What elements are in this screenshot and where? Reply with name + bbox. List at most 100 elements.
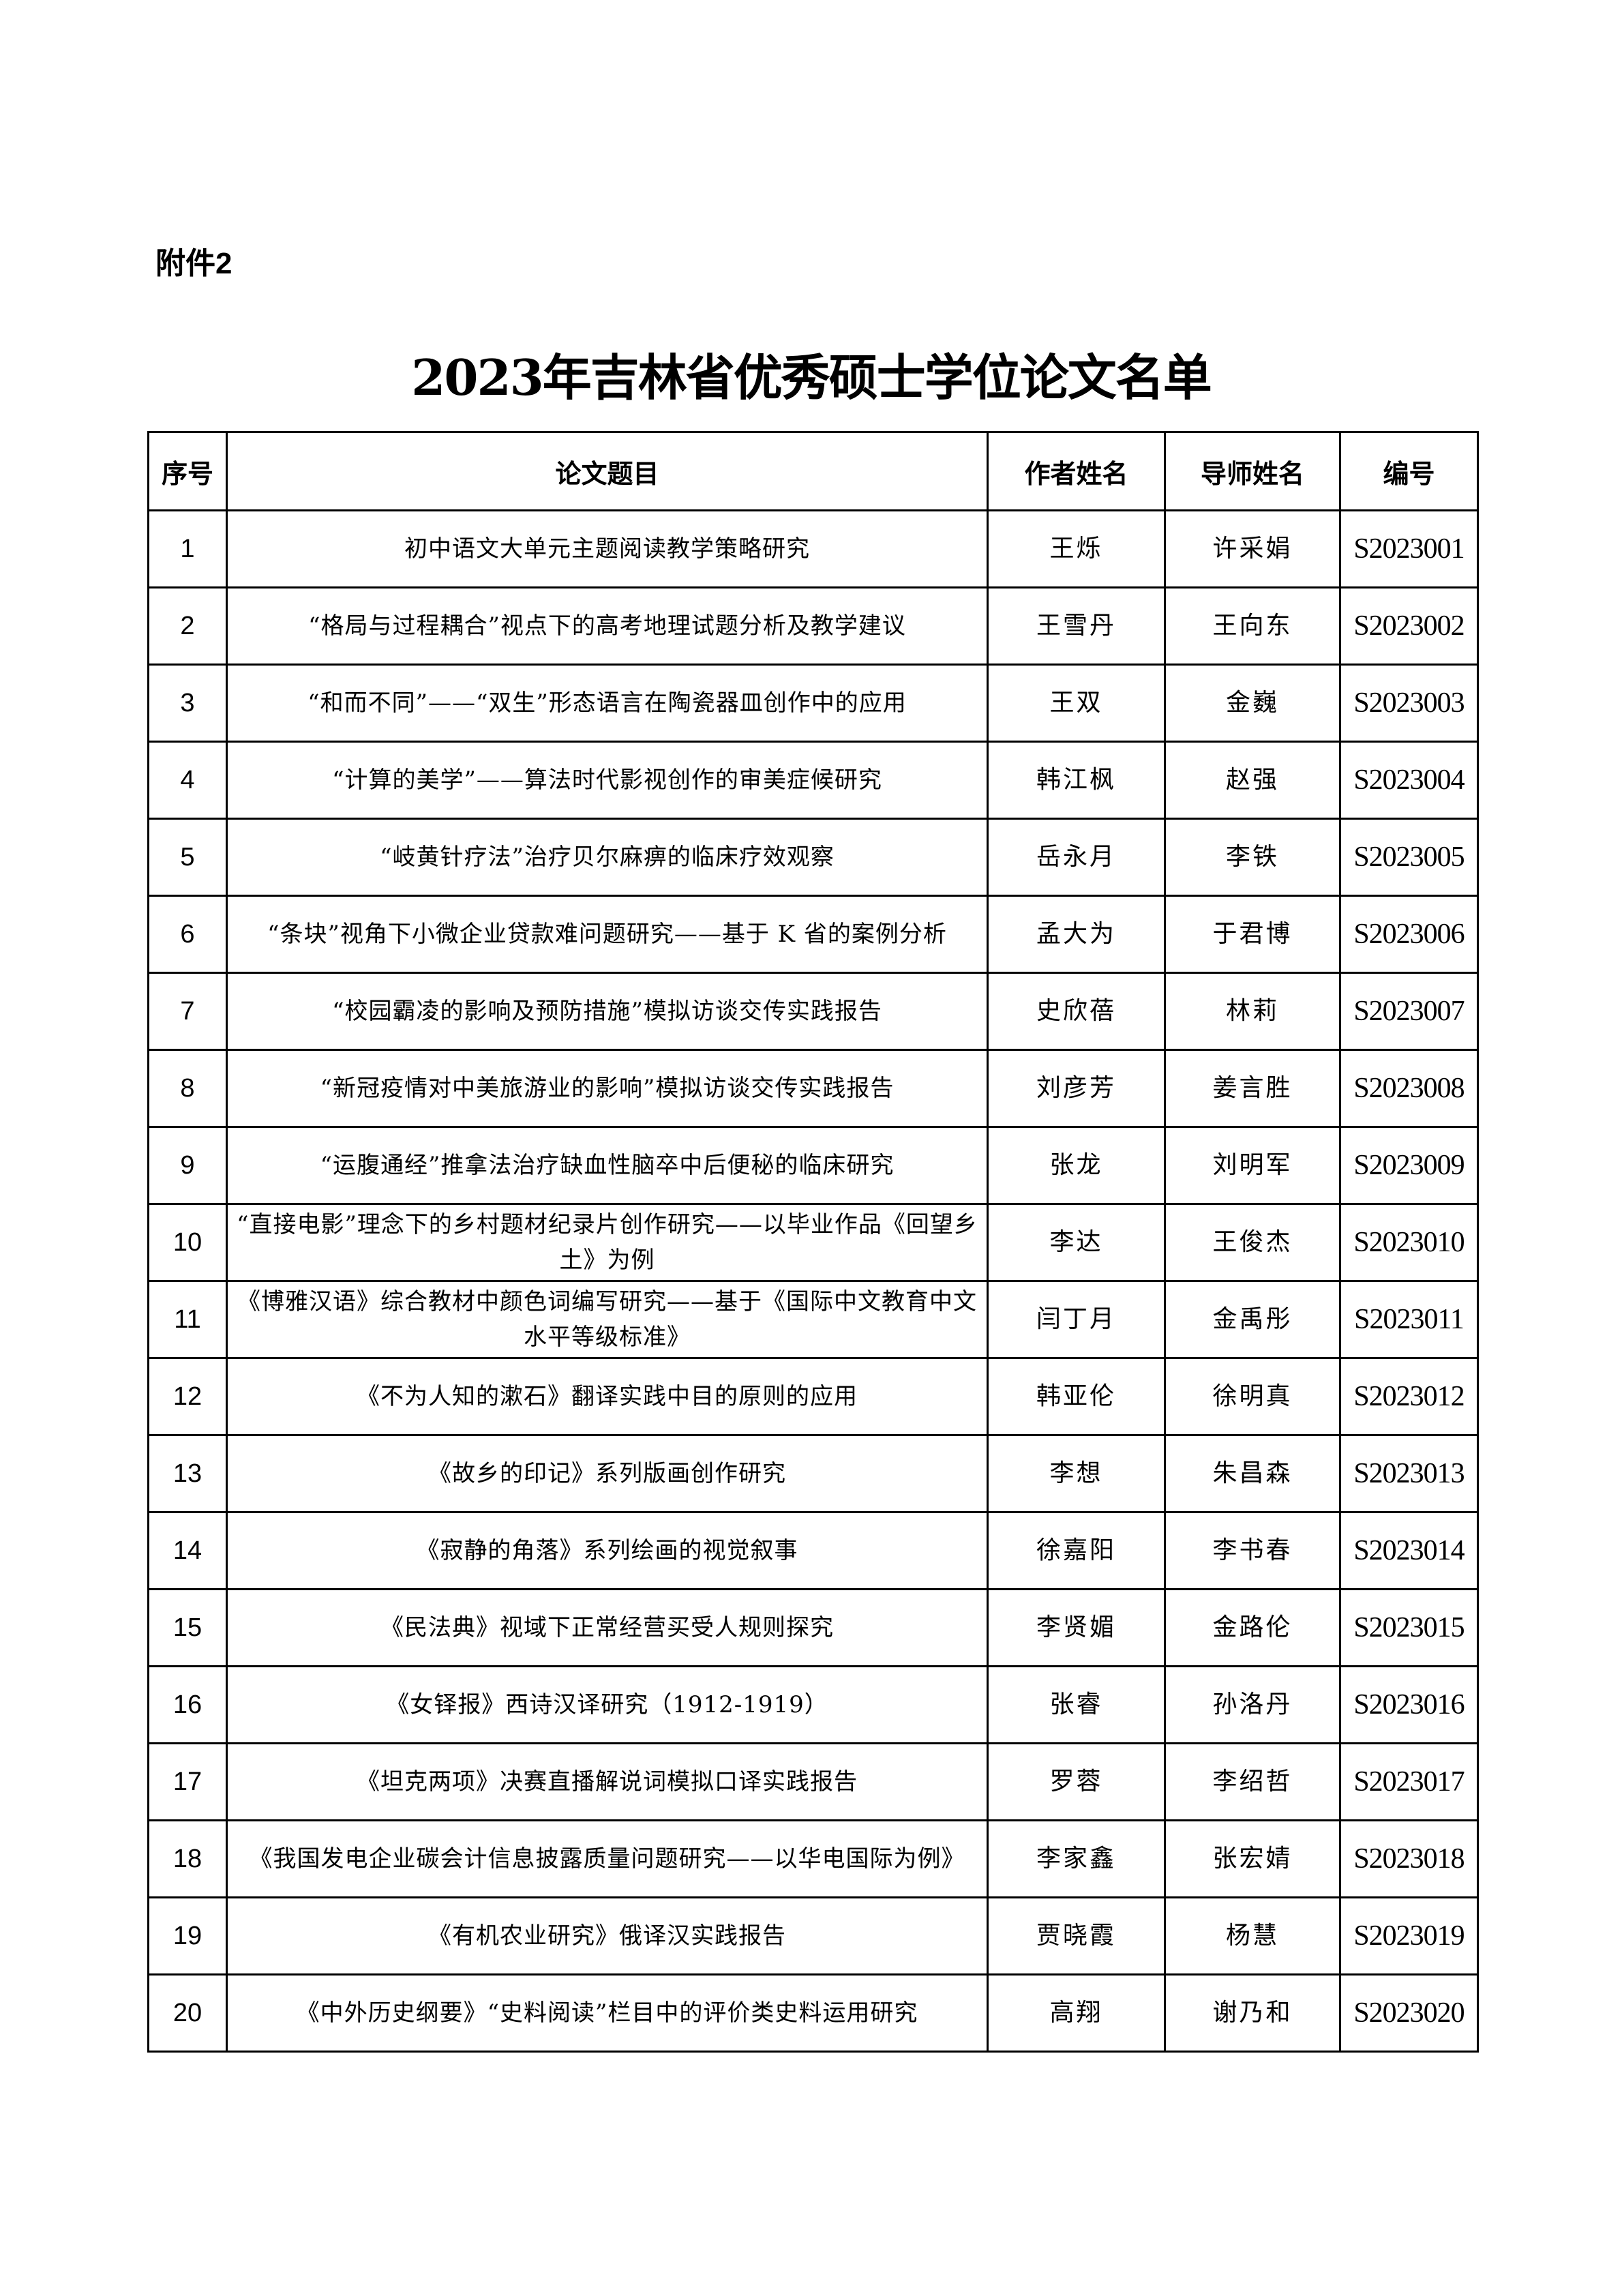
author-name: 张睿: [987, 1665, 1166, 1744]
row-number: 13: [147, 1434, 228, 1513]
table-row: 7 “校园霸凌的影响及预防措施”模拟访谈交传实践报告 史欣蓓 林莉 S2023007: [147, 972, 1479, 1051]
row-number: 2: [147, 586, 228, 666]
header-thesis-title: 论文题目: [226, 431, 989, 511]
page-title: 2023年吉林省优秀硕士学位论文名单: [411, 348, 1212, 406]
thesis-title: 《中外历史纲要》“史料阅读”栏目中的评价类史料运用研究: [226, 1973, 989, 2053]
author-name: 张龙: [987, 1126, 1166, 1205]
thesis-title: 《博雅汉语》综合教材中颜色词编写研究——基于《国际中文教育中文水平等级标准》: [226, 1280, 989, 1359]
table-row: 14 《寂静的角落》系列绘画的视觉叙事 徐嘉阳 李书春 S2023014: [147, 1511, 1479, 1590]
table-row: 8 “新冠疫情对中美旅游业的影响”模拟访谈交传实践报告 刘彦芳 姜言胜 S2023008: [147, 1049, 1479, 1128]
row-number: 18: [147, 1819, 228, 1898]
table-row: 17 《坦克两项》决赛直播解说词模拟口译实践报告 罗蓉 李绍哲 S2023017: [147, 1742, 1479, 1821]
advisor-name: 徐明真: [1164, 1357, 1341, 1436]
thesis-title: “岐黄针疗法”治疗贝尔麻痹的临床疗效观察: [226, 818, 989, 897]
row-number: 11: [147, 1280, 228, 1359]
row-number: 19: [147, 1896, 228, 1976]
row-number: 10: [147, 1203, 228, 1282]
row-number: 5: [147, 818, 228, 897]
advisor-name: 杨慧: [1164, 1896, 1341, 1976]
attachment-label: 附件2: [155, 247, 232, 280]
row-number: 9: [147, 1126, 228, 1205]
row-number: 6: [147, 895, 228, 974]
advisor-name: 李铁: [1164, 818, 1341, 897]
row-number: 3: [147, 664, 228, 743]
row-number: 1: [147, 509, 228, 588]
author-name: 韩亚伦: [987, 1357, 1166, 1436]
row-number: 8: [147, 1049, 228, 1128]
thesis-title: “格局与过程耦合”视点下的高考地理试题分析及教学建议: [226, 586, 989, 666]
author-name: 王雪丹: [987, 586, 1166, 666]
thesis-title: “条块”视角下小微企业贷款难问题研究——基于 K 省的案例分析: [226, 895, 989, 974]
advisor-name: 王俊杰: [1164, 1203, 1341, 1282]
advisor-name: 赵强: [1164, 741, 1341, 820]
table-row: 9 “运腹通经”推拿法治疗缺血性脑卒中后便秘的临床研究 张龙 刘明军 S2023009: [147, 1126, 1479, 1205]
thesis-code: S2023017: [1339, 1742, 1479, 1821]
advisor-name: 许采娟: [1164, 509, 1341, 588]
thesis-title: “运腹通经”推拿法治疗缺血性脑卒中后便秘的临床研究: [226, 1126, 989, 1205]
thesis-code: S2023010: [1339, 1203, 1479, 1282]
header-code: 编号: [1339, 431, 1479, 511]
advisor-name: 金禹彤: [1164, 1280, 1341, 1359]
author-name: 李贤媚: [987, 1588, 1166, 1667]
advisor-name: 金巍: [1164, 664, 1341, 743]
thesis-title: “和而不同”——“双生”形态语言在陶瓷器皿创作中的应用: [226, 664, 989, 743]
advisor-name: 李书春: [1164, 1511, 1341, 1590]
thesis-title: 《我国发电企业碳会计信息披露质量问题研究——以华电国际为例》: [226, 1819, 989, 1898]
row-number: 14: [147, 1511, 228, 1590]
row-number: 16: [147, 1665, 228, 1744]
author-name: 岳永月: [987, 818, 1166, 897]
thesis-code: S2023008: [1339, 1049, 1479, 1128]
thesis-code: S2023015: [1339, 1588, 1479, 1667]
thesis-title: 《女铎报》西诗汉译研究（1912-1919）: [226, 1665, 989, 1744]
thesis-title: 初中语文大单元主题阅读教学策略研究: [226, 509, 989, 588]
thesis-code: S2023019: [1339, 1896, 1479, 1976]
table-row: 2 “格局与过程耦合”视点下的高考地理试题分析及教学建议 王雪丹 王向东 S202300…: [147, 586, 1479, 666]
table-header-row: 序号 论文题目 作者姓名 导师姓名 编号: [147, 431, 1479, 511]
advisor-name: 金路伦: [1164, 1588, 1341, 1667]
author-name: 史欣蓓: [987, 972, 1166, 1051]
table-row: 10 “直接电影”理念下的乡村题材纪录片创作研究——以毕业作品《回望乡土》为例 李达…: [147, 1203, 1479, 1282]
thesis-title: 《坦克两项》决赛直播解说词模拟口译实践报告: [226, 1742, 989, 1821]
thesis-code: S2023016: [1339, 1665, 1479, 1744]
author-name: 孟大为: [987, 895, 1166, 974]
thesis-title: 《故乡的印记》系列版画创作研究: [226, 1434, 989, 1513]
table-row: 12 《不为人知的漱石》翻译实践中目的原则的应用 韩亚伦 徐明真 S2023012: [147, 1357, 1479, 1436]
author-name: 徐嘉阳: [987, 1511, 1166, 1590]
thesis-code: S2023002: [1339, 586, 1479, 666]
thesis-code: S2023011: [1339, 1280, 1479, 1359]
advisor-name: 孙洛丹: [1164, 1665, 1341, 1744]
table-row: 18 《我国发电企业碳会计信息披露质量问题研究——以华电国际为例》 李家鑫 张宏婧 S2…: [147, 1819, 1479, 1898]
thesis-code: S2023014: [1339, 1511, 1479, 1590]
advisor-name: 林莉: [1164, 972, 1341, 1051]
thesis-code: S2023001: [1339, 509, 1479, 588]
thesis-title: “校园霸凌的影响及预防措施”模拟访谈交传实践报告: [226, 972, 989, 1051]
advisor-name: 刘明军: [1164, 1126, 1341, 1205]
row-number: 15: [147, 1588, 228, 1667]
table-row: 13 《故乡的印记》系列版画创作研究 李想 朱昌森 S2023013: [147, 1434, 1479, 1513]
author-name: 贾晓霞: [987, 1896, 1166, 1976]
table-row: 6 “条块”视角下小微企业贷款难问题研究——基于 K 省的案例分析 孟大为 于君博 S2…: [147, 895, 1479, 974]
advisor-name: 于君博: [1164, 895, 1341, 974]
table-body: 1 初中语文大单元主题阅读教学策略研究 王烁 许采娟 S2023001 2 “格局与过程耦合…: [147, 509, 1479, 2053]
row-number: 12: [147, 1357, 228, 1436]
author-name: 闫丁月: [987, 1280, 1166, 1359]
row-number: 4: [147, 741, 228, 820]
thesis-title: 《民法典》视域下正常经营买受人规则探究: [226, 1588, 989, 1667]
table-row: 5 “岐黄针疗法”治疗贝尔麻痹的临床疗效观察 岳永月 李铁 S2023005: [147, 818, 1479, 897]
author-name: 韩江枫: [987, 741, 1166, 820]
table-row: 4 “计算的美学”——算法时代影视创作的审美症候研究 韩江枫 赵强 S2023004: [147, 741, 1479, 820]
thesis-title: “新冠疫情对中美旅游业的影响”模拟访谈交传实践报告: [226, 1049, 989, 1128]
thesis-title: 《寂静的角落》系列绘画的视觉叙事: [226, 1511, 989, 1590]
author-name: 王双: [987, 664, 1166, 743]
thesis-code: S2023005: [1339, 818, 1479, 897]
author-name: 高翔: [987, 1973, 1166, 2053]
thesis-code: S2023012: [1339, 1357, 1479, 1436]
thesis-title: “直接电影”理念下的乡村题材纪录片创作研究——以毕业作品《回望乡土》为例: [226, 1203, 989, 1282]
table-row: 20 《中外历史纲要》“史料阅读”栏目中的评价类史料运用研究 高翔 谢乃和 S20230…: [147, 1973, 1479, 2053]
author-name: 李达: [987, 1203, 1166, 1282]
author-name: 李家鑫: [987, 1819, 1166, 1898]
table-row: 15 《民法典》视域下正常经营买受人规则探究 李贤媚 金路伦 S2023015: [147, 1588, 1479, 1667]
table-row: 11 《博雅汉语》综合教材中颜色词编写研究——基于《国际中文教育中文水平等级标准》…: [147, 1280, 1479, 1359]
thesis-code: S2023009: [1339, 1126, 1479, 1205]
author-name: 王烁: [987, 509, 1166, 588]
